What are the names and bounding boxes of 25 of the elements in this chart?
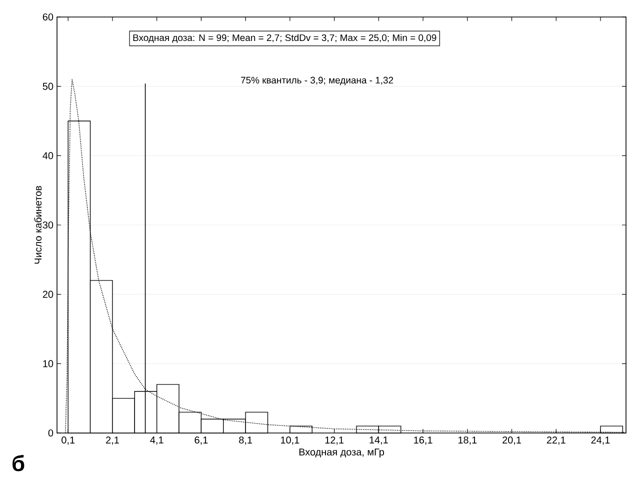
y-tick-label: 0 xyxy=(48,429,54,437)
x-tick-label: 2,1 xyxy=(106,436,119,445)
x-tick-label: 4,1 xyxy=(150,436,164,445)
x-tick-label: 16,1 xyxy=(414,436,432,445)
y-tick-label: 30 xyxy=(42,221,54,229)
x-tick-label: 20,1 xyxy=(502,436,521,445)
x-tick-label: 10,1 xyxy=(281,436,300,445)
x-tick-label: 22,1 xyxy=(546,436,566,445)
x-axis-title: Входная доза, мГр xyxy=(299,448,384,458)
text: Входная доза: N = 99; Mean = 2,7; StdDv = 3,7; Max = 25,0; Min = 0,09 xyxy=(133,34,436,43)
text: б xyxy=(12,454,24,472)
x-tick-label: 0,1 xyxy=(62,436,75,445)
y-tick-label: 20 xyxy=(42,290,54,298)
x-tick-label: 12,1 xyxy=(325,436,344,445)
x-tick-label: 14,1 xyxy=(370,436,388,445)
y-tick-label: 40 xyxy=(42,152,54,160)
x-tick-label: 18,1 xyxy=(458,436,477,445)
x-tick-label: 6,1 xyxy=(194,436,208,445)
x-tick-label: 8,1 xyxy=(239,436,252,445)
x-tick-label: 24,1 xyxy=(591,436,610,445)
annotation: 75% квантиль - 3,9; медиана - 1,32 xyxy=(241,76,394,86)
y-tick-label: 50 xyxy=(42,82,54,90)
y-axis-title: Число кабинетов xyxy=(34,186,42,264)
y-tick-label: 60 xyxy=(42,13,54,21)
y-tick-label: 10 xyxy=(43,360,54,368)
